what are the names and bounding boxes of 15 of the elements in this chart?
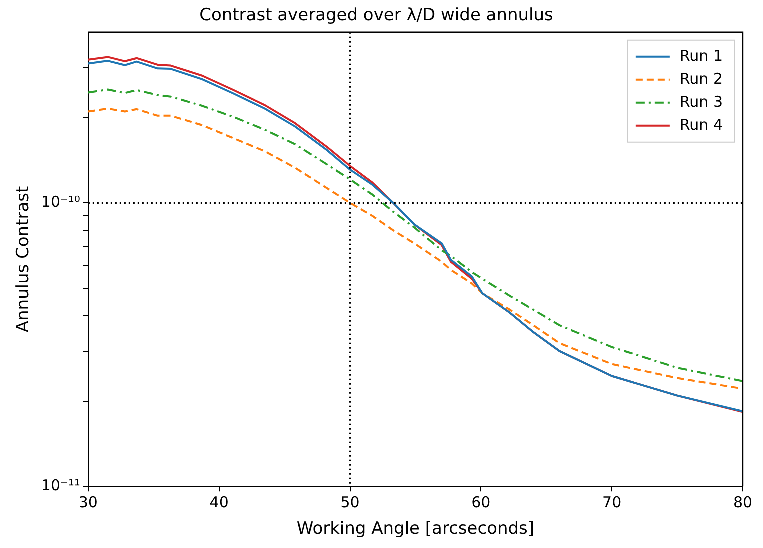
y-tick-label: 10⁻¹¹	[41, 476, 80, 494]
x-tick-label: 40	[210, 493, 229, 512]
legend-label: Run 4	[680, 116, 724, 134]
x-tick-label: 70	[602, 493, 622, 512]
x-tick-label: 80	[733, 493, 753, 512]
legend-label: Run 2	[680, 70, 724, 88]
x-axis-title: Working Angle [arcseconds]	[296, 519, 535, 540]
chart-title: Contrast averaged over λ/D wide annulus	[200, 6, 554, 26]
y-tick-label: 10⁻¹⁰	[41, 192, 80, 211]
legend-label: Run 3	[680, 92, 724, 111]
x-tick-label: 60	[472, 493, 491, 512]
x-tick-label: 30	[78, 493, 98, 512]
x-tick-label: 50	[340, 493, 360, 512]
legend-label: Run 1	[680, 46, 724, 65]
y-axis-title: Annulus Contrast	[14, 186, 34, 333]
